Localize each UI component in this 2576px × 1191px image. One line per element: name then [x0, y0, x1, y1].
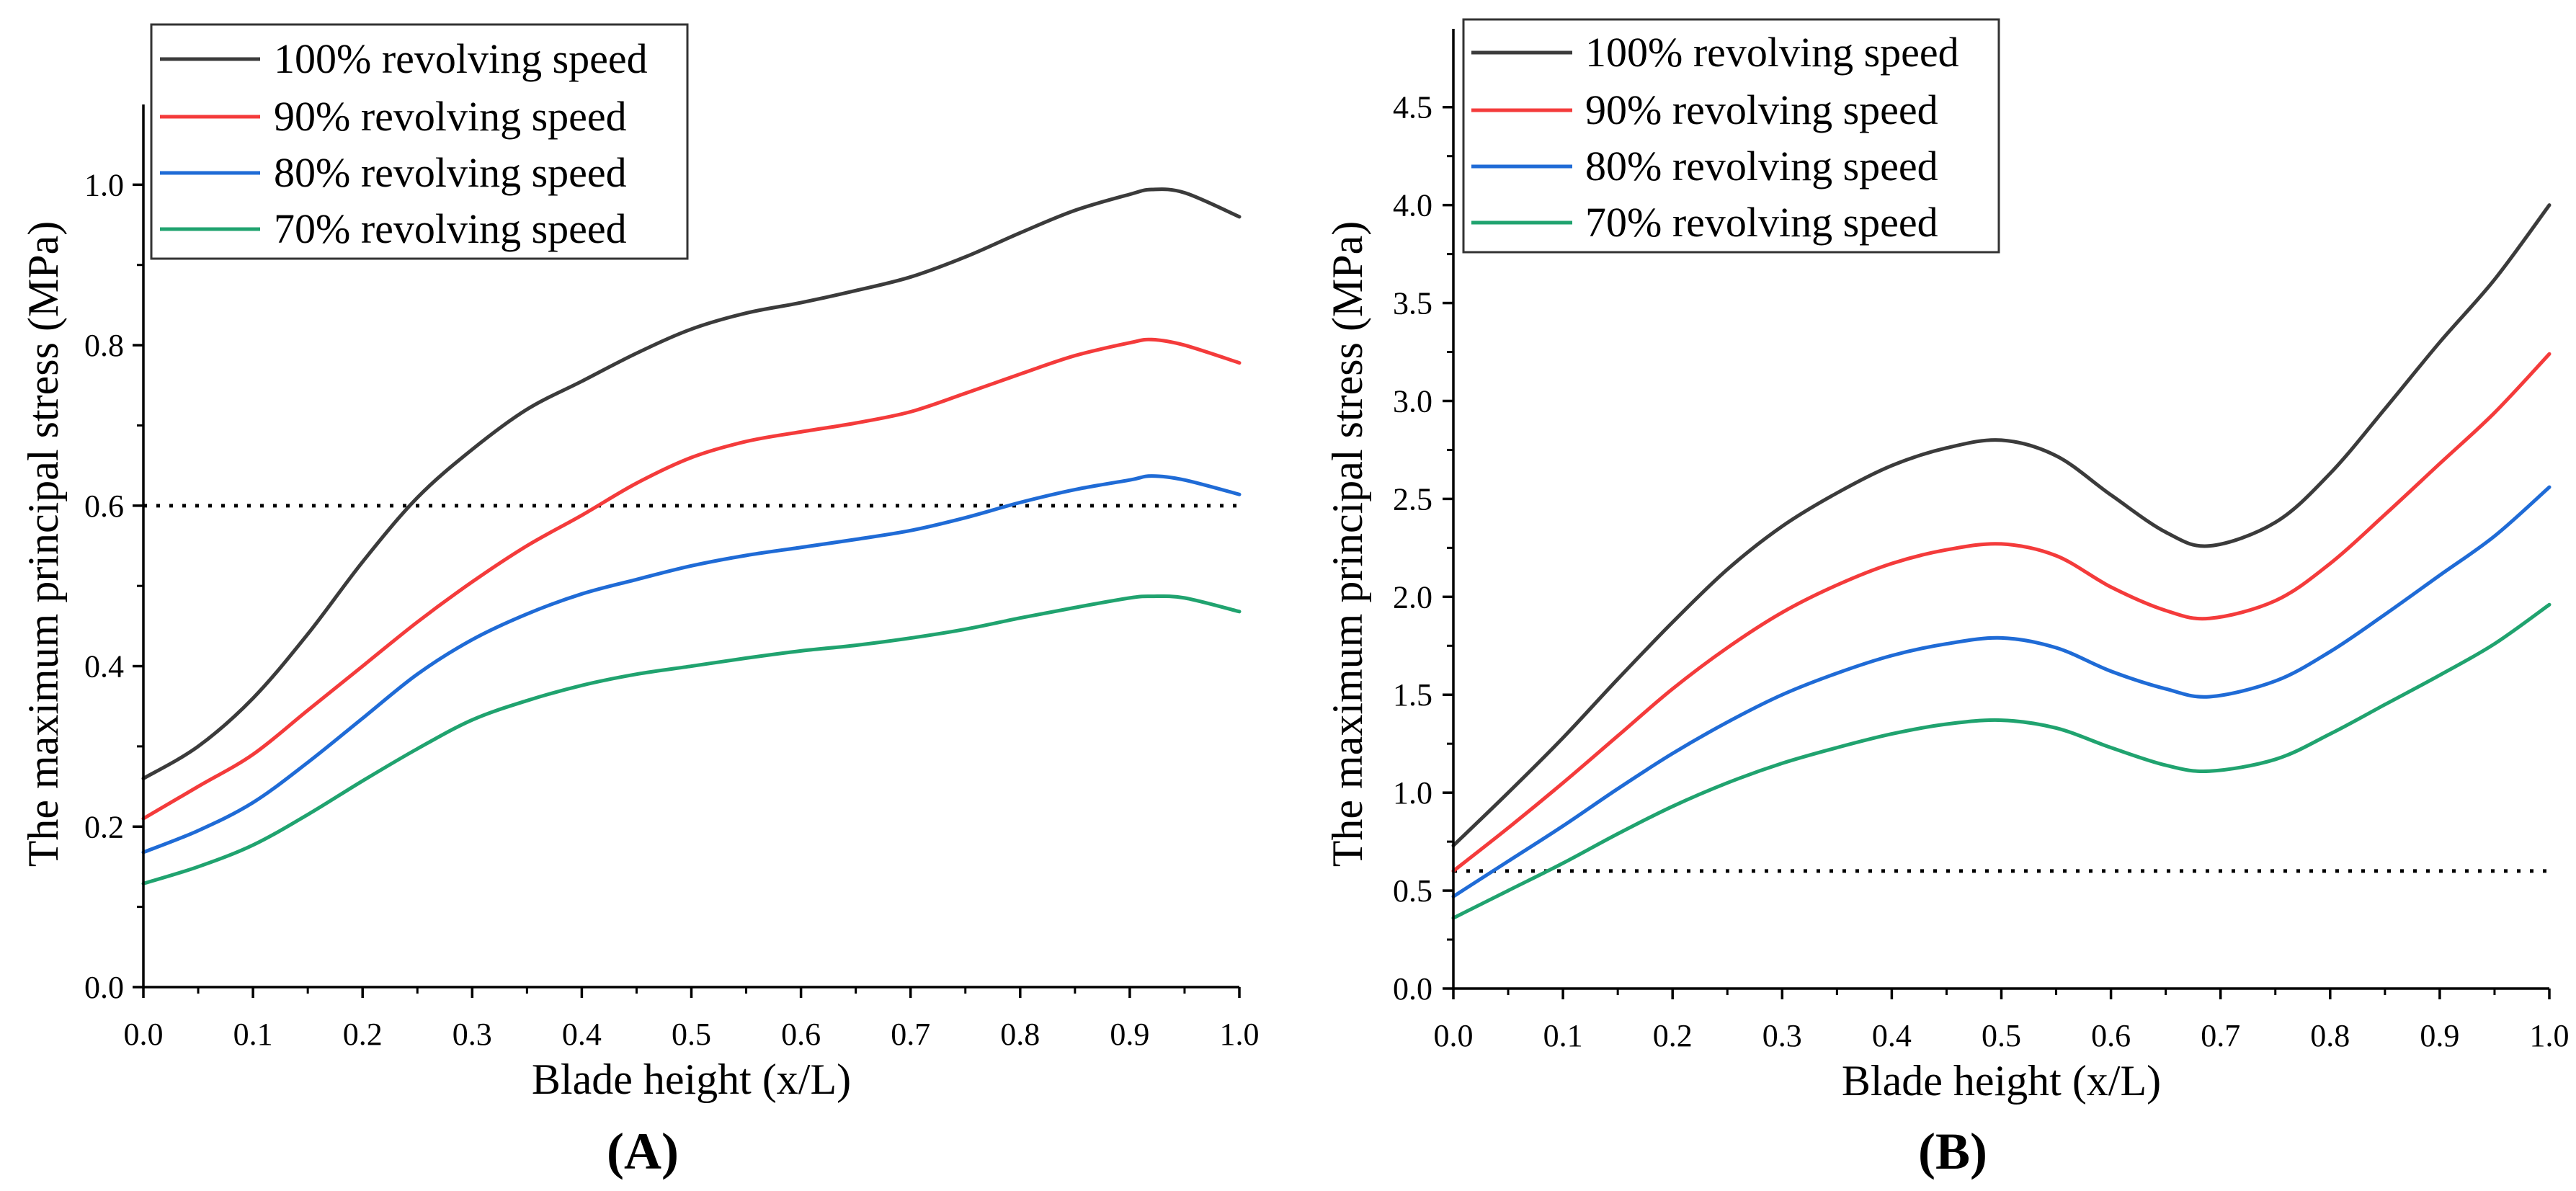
legend-label: 70% revolving speed [274, 205, 627, 252]
legend-box [150, 23, 689, 260]
x-tick-label: 0.2 [1653, 1018, 1693, 1053]
panel-label: (A) [607, 1123, 679, 1180]
x-tick-label: 0.3 [453, 1017, 492, 1052]
y-tick-label: 0.2 [84, 809, 124, 844]
y-axis-title: The maximum principal stress (MPa) [1324, 221, 1371, 867]
x-tick-label: 0.7 [2201, 1018, 2240, 1053]
legend-label: 90% revolving speed [1585, 86, 1938, 133]
x-axis-title: Blade height (x/L) [532, 1056, 851, 1103]
panel-label: (B) [1918, 1123, 1987, 1180]
y-tick-label: 4.5 [1393, 90, 1432, 125]
series-line-70pct-revolving-speed [1451, 602, 2552, 920]
y-tick-label: 4.0 [1393, 188, 1432, 223]
y-tick-label: 1.5 [1393, 677, 1432, 713]
x-axis-title: Blade height (x/L) [1842, 1057, 2161, 1105]
legend-label: 80% revolving speed [274, 149, 627, 196]
legend-box [1462, 18, 2000, 254]
y-tick-label: 0.6 [84, 489, 124, 524]
x-tick-label: 0.9 [2420, 1018, 2459, 1053]
legend-label: 100% revolving speed [1585, 29, 1959, 76]
series-line-100pct-revolving-speed [141, 187, 1242, 780]
panel-b: 0.0 0.1 0.2 0.3 0.4 0.5 0.6 0.7 0.8 0.9 1.0 0.0 0.5 1… [1324, 18, 2570, 1180]
x-tick-label: 0.4 [562, 1017, 602, 1052]
series-line-70pct-revolving-speed [141, 594, 1242, 886]
y-tick-label: 3.0 [1393, 383, 1432, 419]
y-tick-label: 1.0 [84, 167, 124, 202]
x-tick-label: 0.0 [124, 1017, 164, 1052]
x-tick-label: 0.1 [1543, 1018, 1583, 1053]
y-tick-label: 0.0 [1393, 971, 1432, 1007]
legend-label: 90% revolving speed [274, 93, 627, 140]
x-tick-label: 0.5 [672, 1017, 711, 1052]
y-tick-label: 2.0 [1393, 579, 1432, 615]
legend-label: 80% revolving speed [1585, 143, 1938, 189]
x-tick-label: 0.6 [2091, 1018, 2131, 1053]
x-tick-label: 0.7 [891, 1017, 930, 1052]
legend-label: 100% revolving speed [274, 35, 648, 82]
series-line-100pct-revolving-speed [1451, 203, 2552, 848]
series-line-80pct-revolving-speed [141, 474, 1242, 855]
series-line-80pct-revolving-speed [1451, 485, 2552, 898]
x-tick-label: 1.0 [2530, 1018, 2570, 1053]
series-line-90pct-revolving-speed [141, 337, 1242, 821]
x-tick-label: 0.6 [781, 1017, 821, 1052]
y-tick-label: 3.5 [1393, 286, 1432, 321]
y-tick-label: 2.5 [1393, 481, 1432, 517]
legend-label: 70% revolving speed [1585, 199, 1938, 246]
y-axis-title: The maximum principal stress (MPa) [19, 221, 67, 867]
x-tick-label: 0.9 [1110, 1017, 1149, 1052]
x-tick-label: 1.0 [1220, 1017, 1260, 1052]
x-tick-label: 0.3 [1762, 1018, 1802, 1053]
y-tick-label: 0.0 [84, 970, 124, 1005]
x-tick-label: 0.0 [1434, 1018, 1474, 1053]
y-tick-label: 0.5 [1393, 873, 1432, 909]
x-tick-label: 0.2 [343, 1017, 383, 1052]
x-tick-label: 0.8 [2310, 1018, 2350, 1053]
panel-a: 0.0 0.1 0.2 0.3 0.4 0.5 0.6 0.7 0.8 0.9 1.0 0.0 0.2 0… [19, 23, 1260, 1180]
x-tick-label: 0.5 [1982, 1018, 2021, 1053]
y-tick-label: 0.4 [84, 649, 124, 684]
series-line-90pct-revolving-speed [1451, 352, 2552, 873]
x-tick-label: 0.1 [233, 1017, 273, 1052]
legend: 100% revolving speed 90% revolving speed 8… [150, 23, 689, 260]
y-tick-label: 1.0 [1393, 775, 1432, 811]
y-tick-label: 0.8 [84, 328, 124, 363]
x-tick-label: 0.4 [1872, 1018, 1912, 1053]
x-tick-label: 0.8 [1000, 1017, 1040, 1052]
legend: 100% revolving speed 90% revolving speed 8… [1462, 18, 2000, 254]
